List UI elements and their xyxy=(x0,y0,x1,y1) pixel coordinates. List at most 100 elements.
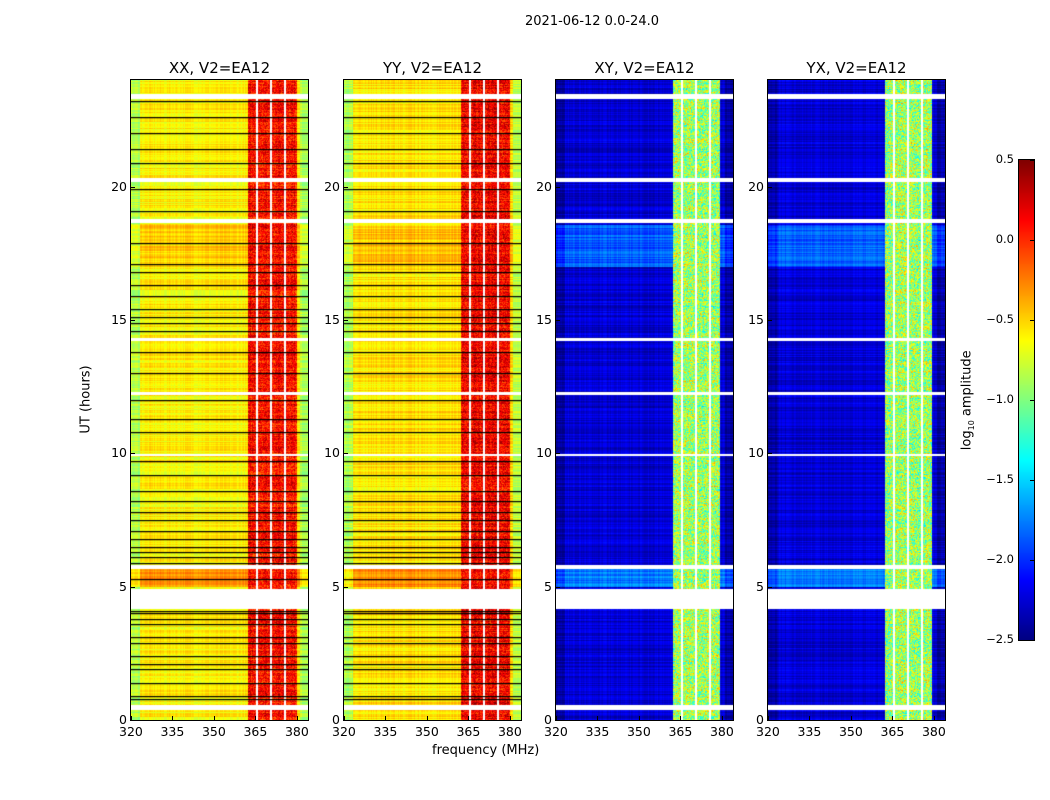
colorbar-tick-label: −2.5 xyxy=(986,632,1014,646)
colorbar-tick-label: −1.0 xyxy=(986,392,1014,406)
x-tick xyxy=(892,716,894,720)
colorbar-tick xyxy=(1030,240,1034,241)
x-tick xyxy=(933,716,935,720)
x-tick xyxy=(850,716,852,720)
x-tick xyxy=(597,716,599,720)
panel-title: YX, V2=EA12 xyxy=(806,59,907,77)
y-tick xyxy=(344,186,348,188)
y-tick xyxy=(131,453,135,455)
y-tick xyxy=(344,720,348,721)
x-tick xyxy=(509,716,511,720)
x-tick xyxy=(721,716,723,720)
panel-title: XY, V2=EA12 xyxy=(594,59,695,77)
y-tick-label: 10 xyxy=(324,445,340,461)
y-tick-label: 15 xyxy=(111,312,127,327)
heatmap-0 xyxy=(131,80,308,720)
colorbar-tick-label: 0.5 xyxy=(995,152,1014,166)
y-tick xyxy=(131,586,135,588)
y-tick xyxy=(131,720,135,721)
figure-title: 2021-06-12 0.0-24.0 xyxy=(525,14,659,29)
x-tick xyxy=(426,716,428,720)
colorbar-tick xyxy=(1030,320,1034,321)
y-tick xyxy=(344,453,348,455)
y-tick-label: 5 xyxy=(119,578,127,594)
x-tick-label: 320 xyxy=(756,724,780,739)
y-tick xyxy=(344,320,348,321)
x-tick xyxy=(296,716,298,720)
y-tick xyxy=(768,453,772,455)
panel-title: XX, V2=EA12 xyxy=(168,59,271,77)
x-tick-label: 380 xyxy=(709,724,734,739)
y-tick-label: 5 xyxy=(544,578,552,594)
x-tick xyxy=(680,716,682,720)
y-tick xyxy=(768,586,772,588)
y-tick-label: 0 xyxy=(756,712,764,727)
colorbar-tick xyxy=(1030,160,1034,161)
y-tick xyxy=(131,320,135,321)
y-axis-label: UT (hours) xyxy=(78,365,94,434)
x-tick xyxy=(213,716,215,720)
x-tick-label: 335 xyxy=(160,724,185,739)
x-tick xyxy=(131,716,132,720)
y-tick-label: 15 xyxy=(536,312,552,327)
y-tick xyxy=(556,320,560,321)
colorbar-tick-label: −1.5 xyxy=(986,472,1014,486)
y-tick xyxy=(768,320,772,321)
y-tick-label: 15 xyxy=(324,312,340,327)
x-tick-label: 335 xyxy=(585,724,610,739)
y-tick-label: 20 xyxy=(111,178,127,194)
x-tick-label: 335 xyxy=(373,724,398,739)
y-tick xyxy=(556,720,560,721)
y-tick-label: 20 xyxy=(324,178,340,194)
x-tick xyxy=(809,716,811,720)
x-tick-label: 365 xyxy=(668,724,693,739)
y-tick xyxy=(768,186,772,188)
y-tick-label: 0 xyxy=(332,712,340,727)
heatmap-1 xyxy=(344,80,521,720)
x-tick xyxy=(344,716,345,720)
x-tick xyxy=(556,716,557,720)
colorbar-tick-label: −2.0 xyxy=(986,552,1014,566)
x-tick-label: 320 xyxy=(119,724,143,739)
x-tick xyxy=(638,716,640,720)
y-tick xyxy=(556,186,560,188)
x-tick xyxy=(172,716,174,720)
x-tick xyxy=(768,716,769,720)
y-tick-label: 10 xyxy=(111,445,127,461)
colorbar-tick xyxy=(1030,560,1034,561)
colorbar-label: log10 amplitude xyxy=(960,350,977,450)
y-tick-label: 15 xyxy=(748,312,764,327)
x-tick-label: 380 xyxy=(497,724,522,739)
y-tick xyxy=(344,586,348,588)
y-tick xyxy=(131,186,135,188)
y-tick-label: 5 xyxy=(332,578,340,594)
colorbar xyxy=(1019,160,1034,640)
colorbar-tick-label: −0.5 xyxy=(986,312,1014,326)
colorbar-tick xyxy=(1030,400,1034,401)
colorbar-label-sub: 10 xyxy=(967,420,977,431)
x-tick xyxy=(468,716,470,720)
x-tick-label: 365 xyxy=(456,724,481,739)
colorbar-tick-label: 0.0 xyxy=(995,232,1014,246)
x-tick-label: 350 xyxy=(838,724,863,739)
x-tick xyxy=(255,716,257,720)
heatmap-3 xyxy=(768,80,945,720)
y-tick-label: 10 xyxy=(748,445,764,461)
x-tick-label: 380 xyxy=(921,724,946,739)
y-tick-label: 10 xyxy=(536,445,552,461)
x-tick-label: 320 xyxy=(332,724,356,739)
y-tick xyxy=(556,586,560,588)
x-tick xyxy=(385,716,387,720)
x-tick-label: 365 xyxy=(880,724,905,739)
y-tick-label: 0 xyxy=(544,712,552,727)
y-tick-label: 0 xyxy=(119,712,127,727)
colorbar-label-rest: amplitude xyxy=(959,350,975,421)
colorbar-label-main: log xyxy=(959,430,975,451)
x-tick-label: 380 xyxy=(284,724,309,739)
colorbar-tick xyxy=(1030,640,1034,641)
y-tick xyxy=(768,720,772,721)
x-tick-label: 320 xyxy=(544,724,568,739)
x-tick-label: 350 xyxy=(626,724,651,739)
x-tick-label: 350 xyxy=(201,724,226,739)
